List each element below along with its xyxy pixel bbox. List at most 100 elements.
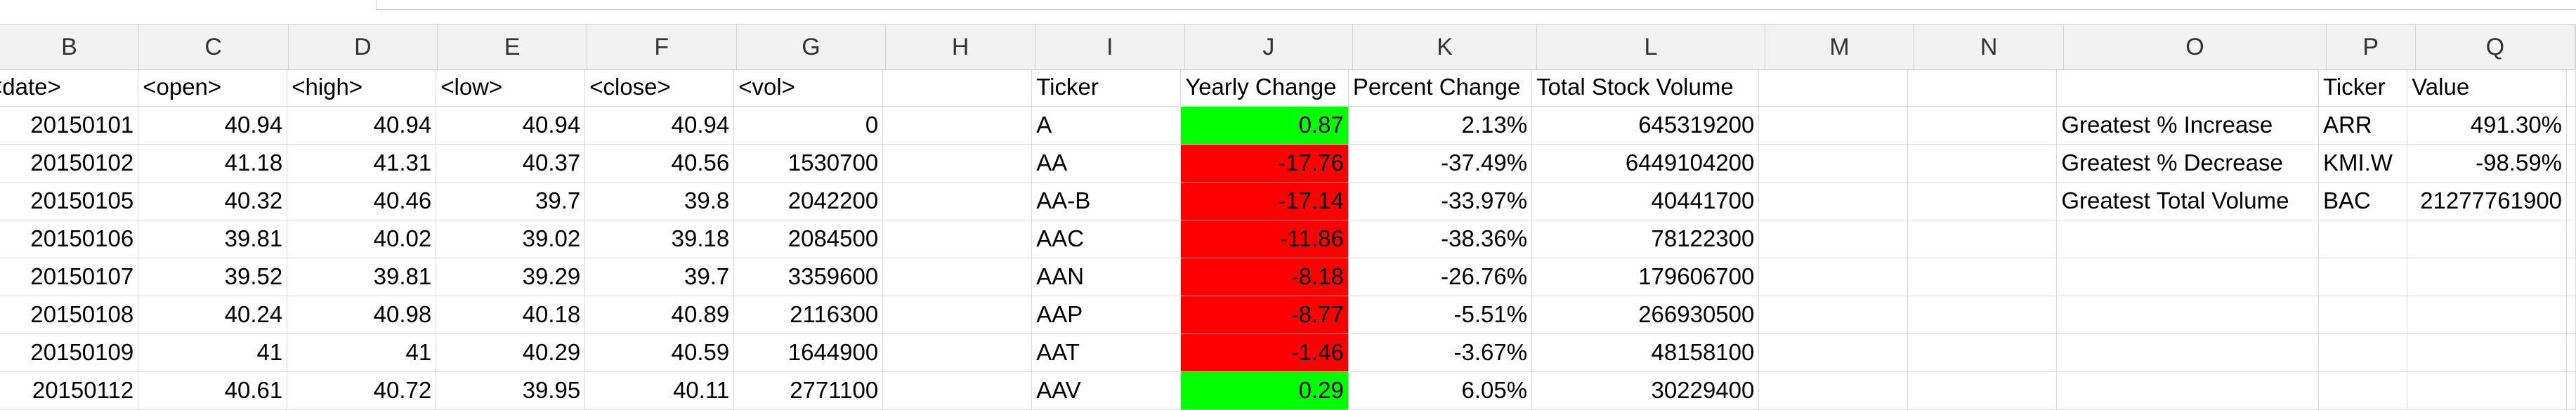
- column-header-g[interactable]: G: [737, 25, 887, 70]
- empty-cell[interactable]: [1908, 372, 2058, 409]
- total-volume-cell[interactable]: 30229400: [1532, 372, 1760, 409]
- close-cell[interactable]: 40.11: [585, 372, 735, 409]
- low-cell[interactable]: 40.18: [436, 296, 586, 333]
- yearly-change-cell[interactable]: -17.76: [1181, 145, 1349, 182]
- percent-change-cell[interactable]: -5.51%: [1349, 296, 1533, 333]
- open-cell[interactable]: 40.24: [138, 296, 288, 333]
- high-cell[interactable]: 40.72: [287, 372, 437, 409]
- column-header-j[interactable]: J: [1185, 25, 1354, 70]
- date-cell[interactable]: 20150108: [0, 296, 139, 333]
- total-volume-cell[interactable]: 266930500: [1532, 296, 1760, 333]
- column-header-n[interactable]: N: [1914, 25, 2065, 70]
- empty-cell[interactable]: [2319, 372, 2408, 409]
- empty-cell[interactable]: [2319, 258, 2408, 296]
- header-cell[interactable]: <low>: [436, 69, 586, 106]
- low-cell[interactable]: 39.7: [436, 183, 586, 220]
- empty-cell[interactable]: [1759, 258, 1909, 296]
- empty-cell[interactable]: [2407, 372, 2568, 409]
- high-cell[interactable]: 41: [287, 334, 437, 371]
- summary-ticker-cell[interactable]: ARR: [2319, 107, 2408, 144]
- open-cell[interactable]: 41.18: [138, 145, 288, 182]
- column-header-b[interactable]: B: [0, 25, 139, 70]
- total-volume-cell[interactable]: 179606700: [1532, 258, 1760, 296]
- date-cell[interactable]: 20150106: [0, 220, 139, 258]
- date-cell[interactable]: 20150105: [0, 183, 139, 220]
- empty-cell[interactable]: [1908, 145, 2058, 182]
- ticker-cell[interactable]: AA: [1032, 145, 1182, 182]
- date-cell[interactable]: 20150109: [0, 334, 139, 371]
- empty-cell[interactable]: [2057, 372, 2319, 409]
- percent-change-cell[interactable]: 6.05%: [1349, 372, 1533, 409]
- column-header-o[interactable]: O: [2064, 25, 2327, 70]
- close-cell[interactable]: 39.18: [585, 220, 735, 258]
- ticker-cell[interactable]: AAP: [1032, 296, 1182, 333]
- vol-cell[interactable]: 2771100: [734, 372, 884, 409]
- empty-cell[interactable]: [1759, 372, 1909, 409]
- empty-cell[interactable]: [883, 372, 1033, 409]
- empty-cell[interactable]: [2057, 258, 2319, 296]
- open-cell[interactable]: 40.94: [138, 107, 288, 144]
- vol-cell[interactable]: 2042200: [734, 183, 884, 220]
- low-cell[interactable]: 40.94: [436, 107, 586, 144]
- high-cell[interactable]: 40.46: [287, 183, 437, 220]
- total-volume-cell[interactable]: 645319200: [1532, 107, 1760, 144]
- total-volume-cell[interactable]: 40441700: [1532, 183, 1760, 220]
- column-header-k[interactable]: K: [1353, 25, 1538, 70]
- header-cell[interactable]: [1908, 69, 2058, 106]
- open-cell[interactable]: 40.32: [138, 183, 288, 220]
- header-cell[interactable]: <open>: [138, 69, 288, 106]
- header-cell[interactable]: [2057, 69, 2319, 106]
- overflow-cell[interactable]: [2567, 372, 2576, 409]
- column-header-e[interactable]: E: [438, 25, 587, 70]
- vol-cell[interactable]: 0: [734, 107, 884, 144]
- close-cell[interactable]: 40.89: [585, 296, 735, 333]
- column-header-c[interactable]: C: [139, 25, 289, 70]
- open-cell[interactable]: 40.61: [138, 372, 288, 409]
- empty-cell[interactable]: [2319, 296, 2408, 333]
- high-cell[interactable]: 40.98: [287, 296, 437, 333]
- percent-change-cell[interactable]: -38.36%: [1349, 220, 1533, 258]
- yearly-change-cell[interactable]: -8.18: [1181, 258, 1349, 296]
- open-cell[interactable]: 39.52: [138, 258, 288, 296]
- high-cell[interactable]: 41.31: [287, 145, 437, 182]
- ticker-cell[interactable]: AAT: [1032, 334, 1182, 371]
- empty-cell[interactable]: [1759, 183, 1909, 220]
- low-cell[interactable]: 40.29: [436, 334, 586, 371]
- close-cell[interactable]: 40.59: [585, 334, 735, 371]
- percent-change-cell[interactable]: -37.49%: [1349, 145, 1533, 182]
- empty-cell[interactable]: [883, 145, 1033, 182]
- summary-value-cell[interactable]: -98.59%: [2407, 145, 2568, 182]
- ticker-cell[interactable]: AAN: [1032, 258, 1182, 296]
- empty-cell[interactable]: [2319, 220, 2408, 258]
- low-cell[interactable]: 39.02: [436, 220, 586, 258]
- column-header-m[interactable]: M: [1765, 25, 1915, 70]
- percent-change-cell[interactable]: -33.97%: [1349, 183, 1533, 220]
- date-cell[interactable]: 20150107: [0, 258, 139, 296]
- percent-change-cell[interactable]: 2.13%: [1349, 107, 1533, 144]
- empty-cell[interactable]: [1759, 107, 1909, 144]
- summary-ticker-cell[interactable]: KMI.W: [2319, 145, 2408, 182]
- empty-cell[interactable]: [883, 296, 1033, 333]
- empty-cell[interactable]: [883, 220, 1033, 258]
- close-cell[interactable]: 39.8: [585, 183, 735, 220]
- overflow-cell[interactable]: [2567, 296, 2576, 333]
- vol-cell[interactable]: 3359600: [734, 258, 884, 296]
- overflow-cell[interactable]: [2567, 334, 2576, 371]
- empty-cell[interactable]: [2057, 334, 2319, 371]
- empty-cell[interactable]: [1908, 107, 2058, 144]
- yearly-change-cell[interactable]: -8.77: [1181, 296, 1349, 333]
- vol-cell[interactable]: 2084500: [734, 220, 884, 258]
- ticker-cell[interactable]: A: [1032, 107, 1182, 144]
- summary-value-cell[interactable]: 491.30%: [2407, 107, 2568, 144]
- column-header-q[interactable]: Q: [2416, 25, 2576, 70]
- empty-cell[interactable]: [2057, 220, 2319, 258]
- overflow-cell[interactable]: [2567, 69, 2576, 106]
- percent-change-cell[interactable]: -26.76%: [1349, 258, 1533, 296]
- header-cell[interactable]: <high>: [287, 69, 437, 106]
- empty-cell[interactable]: [1908, 296, 2058, 333]
- empty-cell[interactable]: [883, 183, 1033, 220]
- column-header-d[interactable]: D: [289, 25, 438, 70]
- overflow-cell[interactable]: [2567, 183, 2576, 220]
- header-cell[interactable]: Ticker: [1032, 69, 1182, 106]
- empty-cell[interactable]: [883, 107, 1033, 144]
